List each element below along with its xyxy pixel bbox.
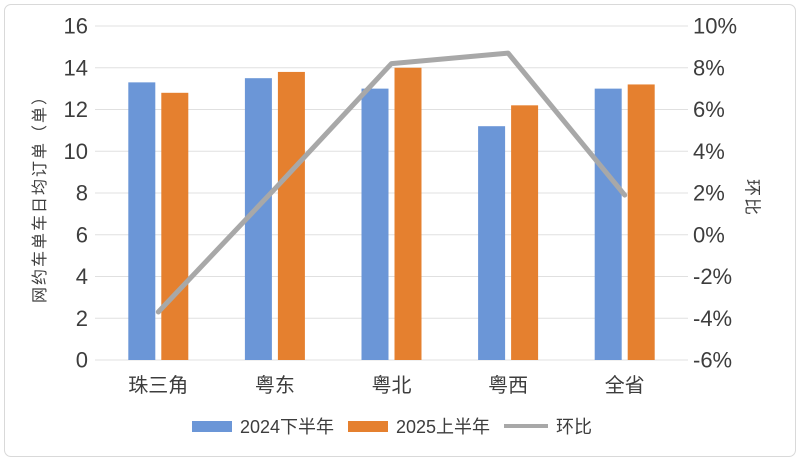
bar-2025上半年-粤东: [277, 71, 305, 361]
right-axis-title: 环比: [742, 179, 762, 217]
bar-2025上半年-粤北: [394, 67, 422, 360]
legend-item-huanbi: 环比: [504, 413, 592, 439]
right-tick--6%: -6%: [693, 348, 732, 373]
bar-2024下半年-粤西: [478, 126, 506, 360]
right-tick-4%: 4%: [693, 139, 725, 164]
legend-swatch-orange-icon: [348, 420, 388, 432]
bar-2024下半年-粤北: [361, 88, 389, 360]
bar-2024下半年-珠三角: [128, 82, 156, 361]
left-tick-14: 14: [64, 55, 88, 80]
left-tick-0: 0: [76, 348, 88, 373]
legend-swatch-blue-icon: [191, 420, 232, 432]
left-axis-title: 网约车单车日均订单（单）: [32, 86, 49, 304]
category-label-粤北: 粤北: [372, 374, 412, 397]
category-label-珠三角: 珠三角: [128, 374, 188, 397]
legend-label-huanbi: 环比: [556, 417, 593, 437]
left-tick-12: 12: [64, 97, 88, 122]
left-tick-4: 4: [76, 264, 88, 289]
bar-2025上半年-全省: [627, 84, 655, 360]
right-tick-0%: 0%: [693, 222, 725, 247]
category-label-粤西: 粤西: [488, 374, 528, 397]
bar-2024下半年-全省: [594, 88, 622, 360]
right-tick-8%: 8%: [693, 55, 725, 80]
legend-line-icon: [504, 424, 549, 428]
line-环比: [155, 50, 628, 315]
category-label-粤东: 粤东: [255, 374, 295, 397]
bar-2025上半年-粤西: [511, 105, 539, 360]
left-tick-6: 6: [76, 222, 88, 247]
chart-legend: 2024下半年 2025上半年 环比: [0, 411, 784, 441]
right-tick-6%: 6%: [693, 97, 725, 122]
legend-item-2025: 2025上半年: [348, 413, 490, 439]
category-label-全省: 全省: [605, 374, 645, 397]
right-tick-10%: 10%: [693, 14, 737, 39]
right-tick--2%: -2%: [693, 264, 732, 289]
right-tick-2%: 2%: [693, 181, 725, 206]
left-tick-16: 16: [64, 14, 88, 39]
legend-label-2024: 2024下半年: [239, 417, 334, 437]
left-tick-2: 2: [76, 306, 88, 331]
bar-2025上半年-珠三角: [161, 92, 189, 361]
left-tick-8: 8: [76, 181, 88, 206]
right-tick--4%: -4%: [693, 306, 732, 331]
legend-item-2024: 2024下半年: [191, 413, 334, 439]
left-tick-10: 10: [64, 139, 88, 164]
legend-label-2025: 2025上半年: [396, 417, 491, 437]
